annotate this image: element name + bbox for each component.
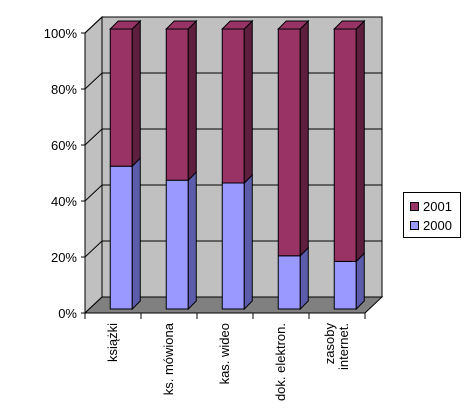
legend-item-2001: 2001 bbox=[410, 198, 452, 214]
legend-label-2000: 2000 bbox=[423, 217, 452, 233]
x-tick-label-group: kas. wideo bbox=[217, 323, 232, 384]
y-tick-label: 100% bbox=[44, 26, 78, 41]
x-tick-label-group: zasoby internet. bbox=[322, 323, 351, 370]
bar-2001-2 bbox=[221, 28, 245, 184]
bar-side-2001-3 bbox=[299, 19, 309, 258]
x-tick-label: kas. wideo bbox=[217, 323, 232, 384]
bar-side-2000-2 bbox=[243, 173, 253, 311]
bar-2000-3 bbox=[277, 255, 301, 310]
bar-side-2000-0 bbox=[131, 156, 141, 311]
legend-label-2001: 2001 bbox=[423, 198, 452, 214]
x-tick-label-group: dok. elektron. bbox=[273, 323, 288, 401]
bar-side-2001-4 bbox=[355, 19, 365, 263]
bar-2000-1 bbox=[165, 179, 189, 310]
x-tick-label: książki bbox=[105, 323, 120, 362]
x-tick-label-group: książki bbox=[105, 323, 120, 362]
bar-side-2000-4 bbox=[355, 252, 365, 311]
x-tick-label: zasoby bbox=[322, 323, 337, 365]
x-tick-label-group: ks. mówiona bbox=[161, 322, 176, 395]
x-tick-label: ks. mówiona bbox=[161, 322, 176, 395]
bar-side-2001-2 bbox=[243, 19, 253, 185]
bar-2001-3 bbox=[277, 28, 301, 257]
bar-2001-0 bbox=[109, 28, 133, 167]
y-tick-label: 80% bbox=[51, 82, 77, 97]
bar-top-2 bbox=[221, 20, 254, 30]
bar-2000-4 bbox=[333, 260, 357, 310]
x-tick-label: internet. bbox=[336, 323, 351, 370]
y-tick-label: 40% bbox=[51, 194, 77, 209]
side-wall bbox=[84, 15, 103, 315]
bar-top-0 bbox=[109, 20, 142, 30]
y-tick-label: 60% bbox=[51, 138, 77, 153]
bar-side-2001-1 bbox=[187, 19, 197, 182]
gridline bbox=[84, 16, 382, 34]
bar-2001-1 bbox=[165, 28, 189, 181]
bar-top-4 bbox=[333, 20, 366, 30]
bar-top-1 bbox=[165, 20, 198, 30]
bar-side-2001-0 bbox=[131, 19, 141, 168]
bar-side-2000-1 bbox=[187, 170, 197, 311]
legend-swatch-2000 bbox=[410, 220, 419, 230]
y-tick-label: 20% bbox=[51, 250, 77, 265]
y-tick-label: 0% bbox=[58, 306, 77, 321]
bar-2000-2 bbox=[221, 182, 245, 310]
legend-swatch-2001 bbox=[410, 201, 419, 211]
x-tick-label: dok. elektron. bbox=[273, 323, 288, 401]
bar-2000-0 bbox=[109, 165, 133, 310]
bar-side-2000-3 bbox=[299, 246, 309, 311]
legend: 2001 2000 bbox=[403, 192, 461, 238]
bar-2001-4 bbox=[333, 28, 357, 262]
legend-item-2000: 2000 bbox=[410, 217, 452, 233]
bar-top-3 bbox=[277, 20, 310, 30]
